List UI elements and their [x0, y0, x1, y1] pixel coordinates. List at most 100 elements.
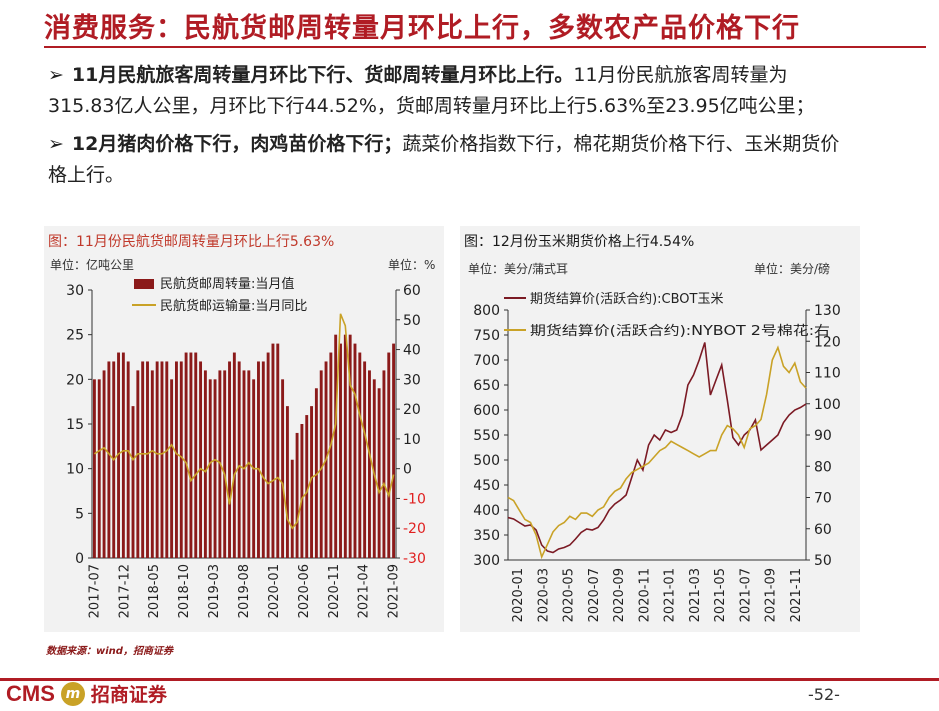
right-tick-label: 60 — [403, 283, 421, 299]
x-tick-label: 2020-11 — [327, 564, 342, 618]
legend-corn-label: 期货结算价(活跃合约):CBOT玉米 — [530, 291, 723, 307]
left-tick-label: 400 — [473, 503, 500, 519]
data-bar — [290, 459, 294, 558]
right-tick-label: 50 — [403, 313, 421, 329]
bullet-1-heading: 11月民航旅客周转量月环比下行、货邮周转量月环比上行。 — [71, 64, 574, 86]
x-tick-label: 2018-10 — [177, 564, 192, 618]
x-tick-label: 2021-05 — [713, 568, 728, 622]
aviation-chart: 0 5 10 15 20 25 30 -30 -20 -10 0 10 20 30 40 50 60 2017-0… — [66, 276, 426, 618]
left-tick-label: 600 — [473, 403, 500, 419]
data-bar — [189, 352, 193, 558]
data-bar — [117, 352, 120, 558]
data-bar — [372, 379, 376, 558]
x-tick-label: 2021-04 — [357, 564, 372, 618]
right-tick-label: 30 — [403, 372, 421, 388]
chart-panel-aviation: 图：11月份民航货邮周转量月环比上行5.63% 单位：亿吨公里 单位：% 0 5 1… — [44, 226, 444, 632]
data-bar — [126, 361, 130, 558]
left-tick-label: 15 — [66, 417, 84, 433]
data-bar — [184, 352, 188, 558]
arrow-icon: ➢ — [48, 133, 64, 155]
right-tick-label: 60 — [814, 522, 832, 538]
futures-chart: 300 350 400 450 500 550 600 650 700 750 800 50 60 70 8… — [473, 291, 841, 622]
data-bar — [300, 424, 304, 558]
data-bar — [141, 361, 145, 558]
cotton-series-line — [507, 345, 807, 560]
logo-text: CMS — [6, 680, 55, 706]
left-tick-label: 700 — [473, 353, 500, 369]
data-bar — [199, 361, 203, 558]
data-bar — [392, 343, 396, 558]
data-bar — [247, 370, 251, 558]
right-tick-label: 120 — [814, 334, 841, 350]
right-tick-label: 10 — [403, 432, 421, 448]
right-tick-label: 110 — [814, 366, 841, 382]
yoy-series-line — [93, 313, 395, 530]
data-bar — [387, 352, 391, 558]
data-bar — [165, 361, 169, 558]
data-bar — [266, 352, 270, 558]
chart-title: 图：12月份玉米期货价格上行4.54% — [464, 234, 695, 250]
data-bar — [261, 361, 265, 558]
bullet-1-text: 11月份民航旅客周转量为315.83亿人公里，月环比下行44.52%，货邮周转量… — [48, 64, 815, 117]
legend-bar-label: 民航货邮周转量:当月值 — [160, 276, 294, 292]
data-bar — [295, 432, 299, 558]
left-tick-label: 750 — [473, 328, 500, 344]
x-tick-label: 2020-09 — [612, 568, 627, 622]
x-tick-label: 2021-11 — [789, 568, 804, 622]
data-bar — [232, 352, 236, 558]
right-tick-label: -30 — [403, 551, 426, 567]
data-bar — [329, 352, 333, 558]
data-bar — [146, 361, 149, 558]
title-divider — [44, 46, 926, 48]
data-bar — [179, 361, 183, 558]
data-bar — [319, 370, 323, 558]
right-tick-label: 80 — [814, 459, 832, 475]
left-tick-label: 350 — [473, 528, 500, 544]
x-tick-label: 2021-01 — [663, 568, 678, 622]
data-bar — [339, 343, 342, 558]
data-bar — [271, 343, 275, 558]
footer-divider — [0, 678, 939, 681]
bullet-2-text: 蔬菜价格指数下行，棉花期货价格下行、玉米期货价格上行。 — [48, 133, 840, 186]
x-tick-label: 2020-03 — [536, 568, 551, 622]
data-bar — [257, 361, 260, 558]
data-bar — [131, 406, 135, 558]
bullet-list: ➢ 11月民航旅客周转量月环比下行、货邮周转量月环比上行。11月份民航旅客周转量为… — [48, 60, 848, 191]
data-bar — [208, 379, 212, 558]
data-bar — [285, 406, 289, 558]
data-bar — [160, 361, 164, 558]
data-bar — [194, 352, 198, 558]
data-bar — [363, 361, 367, 558]
right-tick-label: 40 — [403, 343, 421, 359]
data-bar — [334, 334, 338, 558]
data-bar — [203, 370, 207, 558]
logo-mark-icon: m — [60, 681, 85, 706]
data-bar — [150, 370, 154, 558]
left-tick-label: 550 — [473, 428, 500, 444]
data-bar — [242, 370, 246, 558]
left-tick-label: 450 — [473, 478, 500, 494]
right-tick-label: -10 — [403, 491, 426, 507]
data-bar — [305, 415, 309, 558]
x-tick-label: 2020-06 — [297, 564, 312, 618]
data-bar — [121, 352, 125, 558]
x-tick-label: 2020-05 — [562, 568, 577, 622]
data-bar — [155, 361, 159, 558]
legend-line-label: 民航货邮运输量:当月同比 — [160, 298, 307, 314]
right-axis-unit: 单位：美分/磅 — [754, 262, 831, 276]
right-tick-label: 50 — [814, 553, 832, 569]
right-tick-label: 20 — [403, 402, 421, 418]
data-bar — [170, 379, 174, 558]
data-bar — [174, 361, 178, 558]
bullet-2-heading: 12月猪肉价格下行，肉鸡苗价格下行； — [71, 133, 403, 155]
data-bar — [276, 343, 280, 558]
data-bar — [358, 352, 362, 558]
left-axis-unit: 单位：美分/蒲式耳 — [468, 262, 569, 276]
right-tick-label: 100 — [814, 397, 841, 413]
logo-company-name: 招商证券 — [90, 684, 167, 706]
data-bar — [314, 388, 318, 558]
right-tick-label: -20 — [403, 521, 426, 537]
x-tick-label: 2021-07 — [738, 568, 753, 622]
left-tick-label: 650 — [473, 378, 500, 394]
left-tick-label: 30 — [66, 283, 84, 299]
